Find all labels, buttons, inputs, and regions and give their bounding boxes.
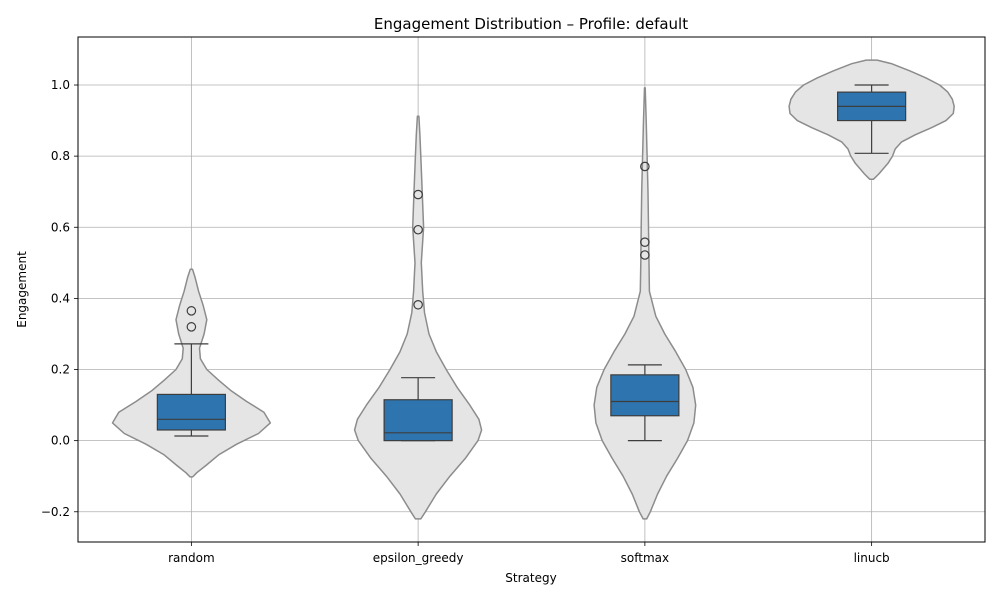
y-tick-label: 0.0 [51,434,70,448]
outlier-point [640,237,650,248]
outlier-point [413,224,423,235]
x-tick-label: random [168,551,215,565]
x-tick-label: linucb [854,551,890,565]
y-axis-label: Engagement [15,251,29,328]
x-tick-label: softmax [621,551,669,565]
box-layer [156,84,907,442]
y-tick-label: 0.6 [51,220,70,234]
plot-frame [77,36,986,543]
box-softmax [610,374,680,417]
outlier-point [413,299,423,310]
box-random [156,393,226,431]
outlier-point [640,161,650,172]
y-tick-label: 1.0 [51,78,70,92]
violin-layer [111,59,955,520]
outlier-point [186,306,197,316]
y-tick-label: −0.2 [41,505,70,519]
outlier-point [640,250,650,260]
outlier-point [413,189,423,200]
x-axis-label: Strategy [505,571,556,585]
chart-title: Engagement Distribution – Profile: defau… [374,15,688,33]
axis-layer: −0.2 0.0 0.2 0.4 0.6 0.8 1.0 random epsilon_gree… [41,78,890,565]
outlier-point [186,322,197,332]
x-tick-label: epsilon_greedy [373,551,464,565]
y-tick-label: 0.2 [51,363,70,377]
violin-epsilon_greedy [353,115,483,520]
y-tick-label: 0.8 [51,149,70,163]
box-epsilon_greedy [383,399,453,442]
violin-softmax [593,87,697,520]
y-tick-label: 0.4 [51,291,70,305]
